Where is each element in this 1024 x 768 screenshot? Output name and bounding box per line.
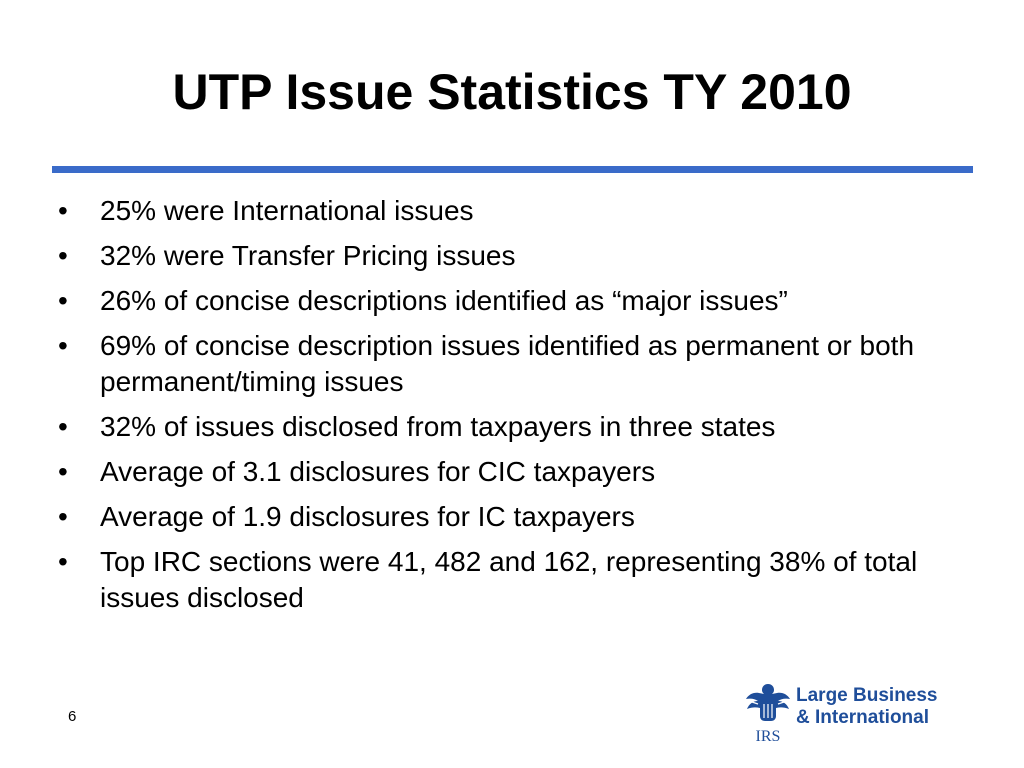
bullet-text: 32% of issues disclosed from taxpayers i… <box>100 411 776 442</box>
bullet-item: • Top IRC sections were 41, 482 and 162,… <box>58 544 958 616</box>
bullet-text: Top IRC sections were 41, 482 and 162, r… <box>100 546 918 613</box>
bullet-marker: • <box>58 330 68 361</box>
bullet-text: Average of 3.1 disclosures for CIC taxpa… <box>100 456 656 487</box>
bullet-item: • Average of 3.1 disclosures for CIC tax… <box>58 454 958 490</box>
irs-lbi-logo: IRS Large Business & International <box>744 680 980 744</box>
bullet-item: • 25% were International issues <box>58 193 958 229</box>
logo-line-2: & International <box>796 707 930 728</box>
bullet-item: • Average of 1.9 disclosures for IC taxp… <box>58 499 958 535</box>
slide-title: UTP Issue Statistics TY 2010 <box>172 64 852 120</box>
bullet-marker: • <box>58 501 68 532</box>
bullet-marker: • <box>58 195 68 226</box>
bullet-item: • 26% of concise descriptions identified… <box>58 283 958 319</box>
bullet-list: • 25% were International issues • 32% we… <box>58 193 958 625</box>
irs-seal-text: IRS <box>756 728 781 744</box>
logo-line-1: Large Business <box>796 685 938 706</box>
logo-wordmark: Large Business & International <box>796 685 938 729</box>
title-divider <box>52 166 973 173</box>
bullet-text: 69% of concise description issues identi… <box>100 330 915 397</box>
bullet-text: 26% of concise descriptions identified a… <box>100 285 788 316</box>
bullet-text: 25% were International issues <box>100 195 474 226</box>
page-number: 6 <box>68 708 77 725</box>
bullet-marker: • <box>58 240 68 271</box>
bullet-item: • 69% of concise description issues iden… <box>58 328 958 400</box>
irs-eagle-seal-icon: IRS <box>746 684 790 744</box>
bullet-marker: • <box>58 285 68 316</box>
bullet-marker: • <box>58 546 68 577</box>
bullet-item: • 32% of issues disclosed from taxpayers… <box>58 409 958 445</box>
bullet-item: • 32% were Transfer Pricing issues <box>58 238 958 274</box>
bullet-text: Average of 1.9 disclosures for IC taxpay… <box>100 501 635 532</box>
bullet-text: 32% were Transfer Pricing issues <box>100 240 516 271</box>
bullet-marker: • <box>58 456 68 487</box>
bullet-marker: • <box>58 411 68 442</box>
